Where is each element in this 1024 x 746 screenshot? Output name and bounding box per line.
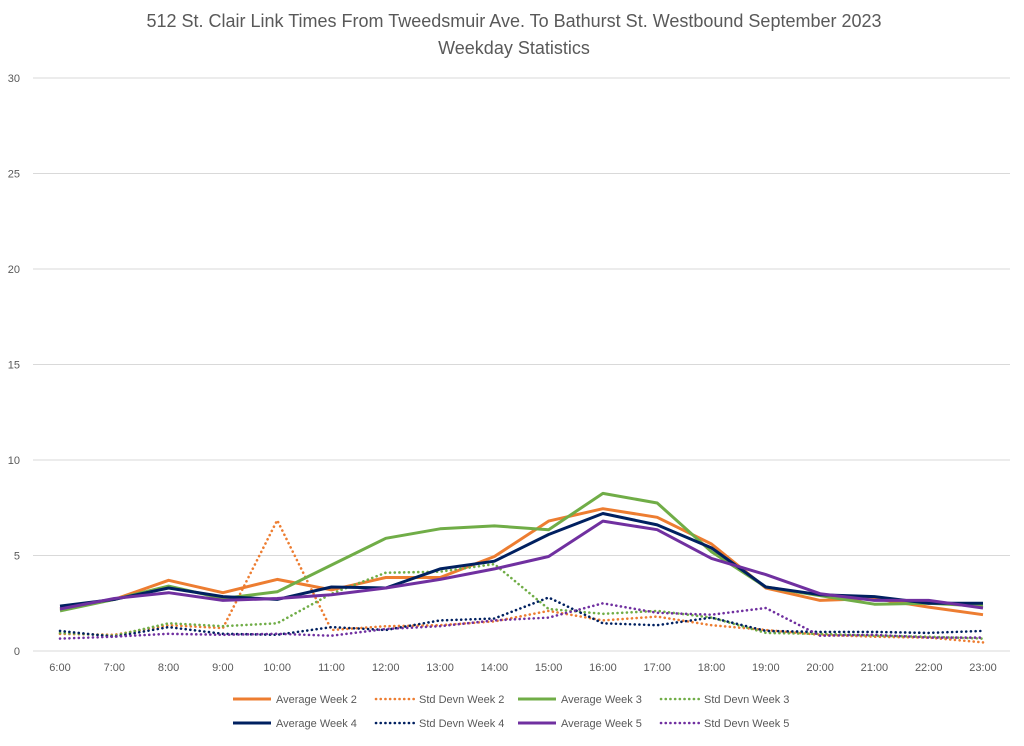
x-tick-label: 10:00: [263, 662, 291, 674]
chart-subtitle: Weekday Statistics: [438, 38, 590, 58]
series-line-std-devn-week-4: [58, 596, 985, 639]
y-tick-label: 0: [14, 646, 20, 658]
x-tick-label: 13:00: [426, 662, 454, 674]
legend-label: Std Devn Week 4: [419, 718, 504, 730]
x-tick-label: 12:00: [372, 662, 400, 674]
series-line-std-devn-week-5: [58, 601, 985, 640]
x-tick-label: 16:00: [589, 662, 617, 674]
legend-label: Average Week 5: [561, 718, 642, 730]
x-tick-label: 15:00: [535, 662, 563, 674]
legend-label: Average Week 3: [561, 694, 642, 706]
legend-label: Average Week 4: [276, 718, 357, 730]
legend-label: Average Week 2: [276, 694, 357, 706]
x-tick-label: 21:00: [861, 662, 889, 674]
legend-label: Std Devn Week 2: [419, 694, 504, 706]
x-tick-label: 9:00: [212, 662, 233, 674]
x-tick-label: 17:00: [643, 662, 671, 674]
x-tick-label: 14:00: [481, 662, 509, 674]
gridlines: [33, 77, 1010, 652]
y-tick-label: 25: [8, 169, 20, 181]
legend-label: Std Devn Week 5: [704, 718, 789, 730]
x-tick-label: 22:00: [915, 662, 943, 674]
x-tick-label: 6:00: [49, 662, 70, 674]
x-tick-label: 19:00: [752, 662, 780, 674]
y-tick-label: 5: [14, 551, 20, 563]
y-tick-label: 20: [8, 264, 20, 276]
y-axis-ticks: 0 5 10 15 20 25 30: [8, 73, 20, 658]
legend-label: Std Devn Week 3: [704, 694, 789, 706]
y-tick-label: 30: [8, 73, 20, 85]
y-tick-label: 10: [8, 455, 20, 467]
x-axis-ticks: 6:00 7:00 8:00 9:00 10:00 11:00 12:00 13:00 14:0…: [49, 662, 996, 674]
x-tick-label: 8:00: [158, 662, 179, 674]
series-lines: [58, 491, 985, 644]
series-line-std-devn-week-3: [58, 562, 985, 640]
x-tick-label: 7:00: [104, 662, 125, 674]
x-tick-label: 23:00: [969, 662, 997, 674]
x-tick-label: 20:00: [806, 662, 834, 674]
chart-title: 512 St. Clair Link Times From Tweedsmuir…: [146, 11, 881, 31]
series-line-average-week-2: [59, 507, 984, 617]
x-tick-label: 18:00: [698, 662, 726, 674]
y-tick-label: 15: [8, 360, 20, 372]
x-tick-label: 11:00: [318, 662, 345, 674]
legend: Average Week 2 Std Devn Week 2 Average Wee…: [233, 694, 789, 730]
series-line-average-week-5: [59, 519, 984, 611]
